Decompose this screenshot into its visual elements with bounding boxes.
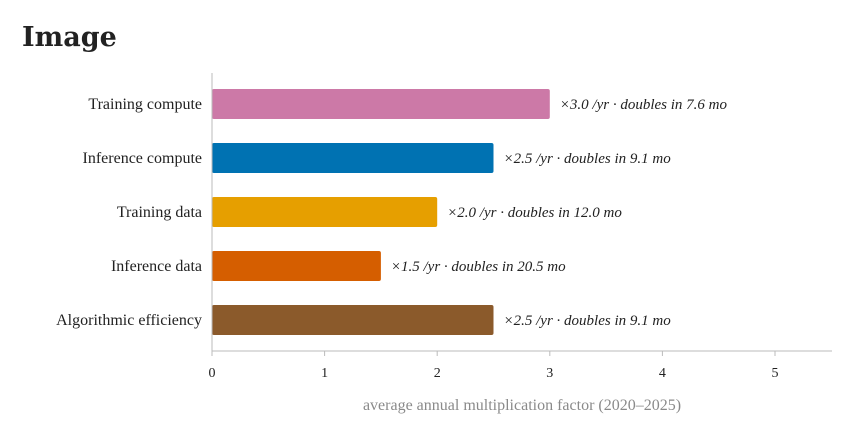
- category-label-0: Training compute: [88, 96, 202, 113]
- x-tick-label-2: 2: [434, 366, 441, 381]
- x-tick-label-1: 1: [321, 366, 328, 381]
- data-label-4: ×2.5 /yr · doubles in 9.1 mo: [504, 313, 672, 329]
- category-label-1: Inference compute: [83, 150, 202, 167]
- axes-layer: 0 1 2 3 4 5: [209, 73, 832, 381]
- x-axis-title: average annual multiplication factor (20…: [363, 397, 681, 414]
- bar-2: [212, 197, 438, 227]
- page-title: Image: [22, 22, 117, 53]
- bars-layer: Training compute ×3.0 /yr · doubles in 7.…: [56, 89, 727, 335]
- bar-0: [212, 89, 550, 119]
- data-label-2: ×2.0 /yr · doubles in 12.0 mo: [447, 205, 622, 221]
- data-label-1: ×2.5 /yr · doubles in 9.1 mo: [504, 151, 672, 167]
- x-tick-label-4: 4: [659, 366, 666, 381]
- bar-4: [212, 305, 494, 335]
- x-tick-label-3: 3: [546, 366, 553, 381]
- bar-1: [212, 143, 494, 173]
- x-tick-label-0: 0: [209, 366, 216, 381]
- data-label-3: ×1.5 /yr · doubles in 20.5 mo: [391, 259, 566, 275]
- bar-3: [212, 251, 381, 281]
- category-label-3: Inference data: [111, 258, 202, 275]
- x-tick-label-5: 5: [772, 366, 779, 381]
- category-label-2: Training data: [117, 204, 202, 221]
- category-label-4: Algorithmic efficiency: [56, 312, 202, 329]
- data-label-0: ×3.0 /yr · doubles in 7.6 mo: [560, 97, 728, 113]
